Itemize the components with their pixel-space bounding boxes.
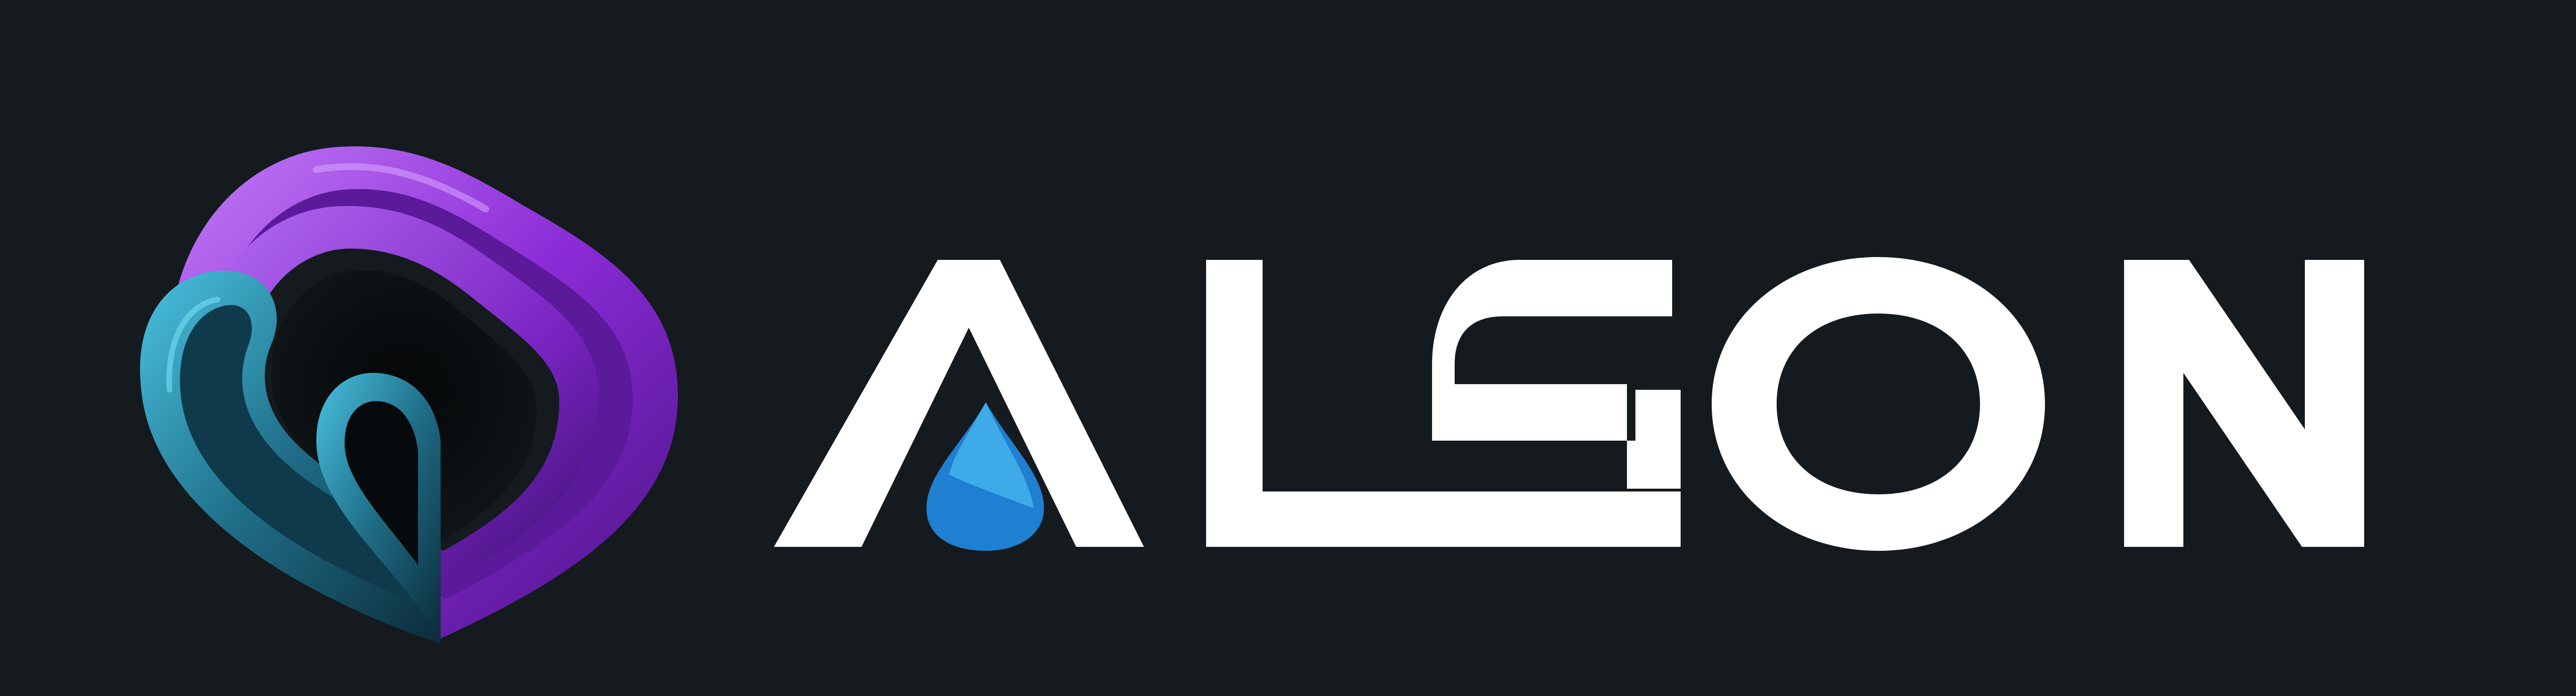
letter-o [1712,257,2045,551]
layered-heart-drop-icon [140,146,678,644]
teal-inner-loop-hole [345,401,418,565]
letter-g [1432,260,1681,489]
letter-a [774,260,1144,551]
letter-n [2124,260,2364,547]
purple-highlight [313,163,489,212]
teal-highlight [166,297,220,393]
letter-l [1206,260,1681,547]
